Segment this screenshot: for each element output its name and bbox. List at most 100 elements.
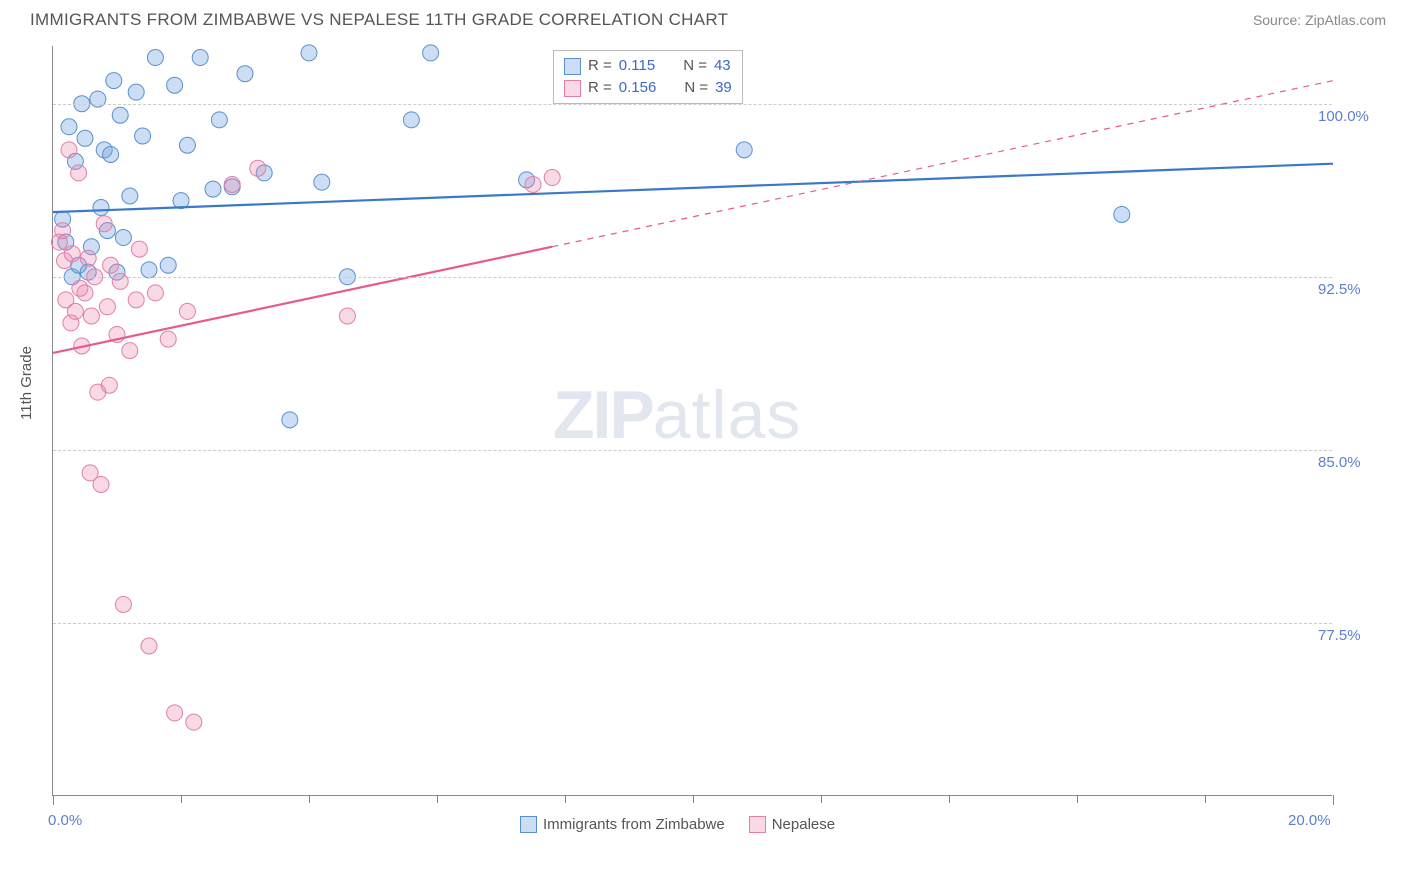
data-point bbox=[64, 246, 80, 262]
y-tick-label: 100.0% bbox=[1318, 108, 1369, 125]
data-point bbox=[192, 50, 208, 66]
series-name: Immigrants from Zimbabwe bbox=[543, 816, 725, 833]
data-point bbox=[96, 216, 112, 232]
data-point bbox=[167, 705, 183, 721]
data-point bbox=[135, 128, 151, 144]
data-point bbox=[147, 285, 163, 301]
data-point bbox=[71, 165, 87, 181]
data-point bbox=[115, 596, 131, 612]
stats-legend: R = 0.115 N = 43 R = 0.156 N = 39 bbox=[553, 50, 743, 104]
y-tick-label: 92.5% bbox=[1318, 281, 1361, 298]
stats-legend-row: R = 0.156 N = 39 bbox=[564, 77, 732, 99]
series-legend: Immigrants from Zimbabwe Nepalese bbox=[520, 816, 835, 833]
data-point bbox=[106, 73, 122, 89]
data-point bbox=[77, 130, 93, 146]
data-point bbox=[179, 137, 195, 153]
data-point bbox=[339, 308, 355, 324]
x-tick-label: 0.0% bbox=[48, 812, 82, 829]
x-minor-tick bbox=[309, 795, 310, 803]
stat-r-value: 0.156 bbox=[619, 77, 657, 99]
legend-swatch bbox=[520, 816, 537, 833]
gridline bbox=[53, 277, 1332, 278]
data-point bbox=[103, 146, 119, 162]
series-legend-item: Immigrants from Zimbabwe bbox=[520, 816, 725, 833]
x-minor-tick bbox=[1077, 795, 1078, 803]
stat-r-value: 0.115 bbox=[619, 55, 655, 77]
data-point bbox=[55, 223, 71, 239]
data-point bbox=[205, 181, 221, 197]
regression-line bbox=[53, 164, 1333, 212]
stat-n-label: N = bbox=[684, 77, 708, 99]
regression-line-extrapolated bbox=[552, 81, 1333, 247]
data-point bbox=[403, 112, 419, 128]
source-attribution: Source: ZipAtlas.com bbox=[1253, 12, 1386, 28]
data-point bbox=[128, 84, 144, 100]
data-point bbox=[1114, 206, 1130, 222]
x-tick-label: 20.0% bbox=[1288, 812, 1331, 829]
x-major-tick bbox=[53, 795, 54, 805]
data-point bbox=[80, 250, 96, 266]
data-point bbox=[67, 303, 83, 319]
legend-swatch bbox=[564, 58, 581, 75]
stat-n-label: N = bbox=[683, 55, 707, 77]
x-minor-tick bbox=[437, 795, 438, 803]
y-tick-label: 85.0% bbox=[1318, 454, 1361, 471]
data-point bbox=[179, 303, 195, 319]
data-point bbox=[423, 45, 439, 61]
data-point bbox=[93, 476, 109, 492]
data-point bbox=[99, 299, 115, 315]
data-point bbox=[61, 142, 77, 158]
stat-r-label: R = bbox=[588, 77, 612, 99]
data-point bbox=[160, 331, 176, 347]
stat-n-value: 43 bbox=[714, 55, 731, 77]
x-minor-tick bbox=[693, 795, 694, 803]
legend-swatch bbox=[749, 816, 766, 833]
gridline bbox=[53, 104, 1332, 105]
gridline bbox=[53, 450, 1332, 451]
x-minor-tick bbox=[181, 795, 182, 803]
data-point bbox=[147, 50, 163, 66]
gridline bbox=[53, 623, 1332, 624]
data-point bbox=[115, 230, 131, 246]
y-axis-label: 11th Grade bbox=[18, 346, 35, 420]
stat-n-value: 39 bbox=[715, 77, 732, 99]
data-point bbox=[282, 412, 298, 428]
data-point bbox=[131, 241, 147, 257]
data-point bbox=[93, 200, 109, 216]
data-point bbox=[122, 188, 138, 204]
data-point bbox=[83, 308, 99, 324]
data-point bbox=[525, 176, 541, 192]
data-point bbox=[141, 638, 157, 654]
legend-swatch bbox=[564, 80, 581, 97]
data-point bbox=[101, 377, 117, 393]
data-point bbox=[736, 142, 752, 158]
data-point bbox=[77, 285, 93, 301]
data-point bbox=[61, 119, 77, 135]
data-point bbox=[224, 176, 240, 192]
data-point bbox=[314, 174, 330, 190]
data-point bbox=[211, 112, 227, 128]
stats-legend-row: R = 0.115 N = 43 bbox=[564, 55, 732, 77]
series-name: Nepalese bbox=[772, 816, 835, 833]
data-point bbox=[186, 714, 202, 730]
series-legend-item: Nepalese bbox=[749, 816, 835, 833]
data-point bbox=[122, 343, 138, 359]
x-minor-tick bbox=[821, 795, 822, 803]
data-point bbox=[141, 262, 157, 278]
x-minor-tick bbox=[1205, 795, 1206, 803]
data-point bbox=[103, 257, 119, 273]
data-point bbox=[112, 107, 128, 123]
y-tick-label: 77.5% bbox=[1318, 627, 1361, 644]
chart-plot-area: ZIPatlas R = 0.115N = 43R = 0.156N = 39 bbox=[52, 46, 1332, 796]
data-point bbox=[128, 292, 144, 308]
data-point bbox=[250, 160, 266, 176]
data-point bbox=[167, 77, 183, 93]
data-point bbox=[160, 257, 176, 273]
data-point bbox=[301, 45, 317, 61]
scatter-plot-svg bbox=[53, 46, 1332, 795]
x-major-tick bbox=[1333, 795, 1334, 805]
x-minor-tick bbox=[565, 795, 566, 803]
stat-r-label: R = bbox=[588, 55, 612, 77]
data-point bbox=[544, 170, 560, 186]
x-minor-tick bbox=[949, 795, 950, 803]
